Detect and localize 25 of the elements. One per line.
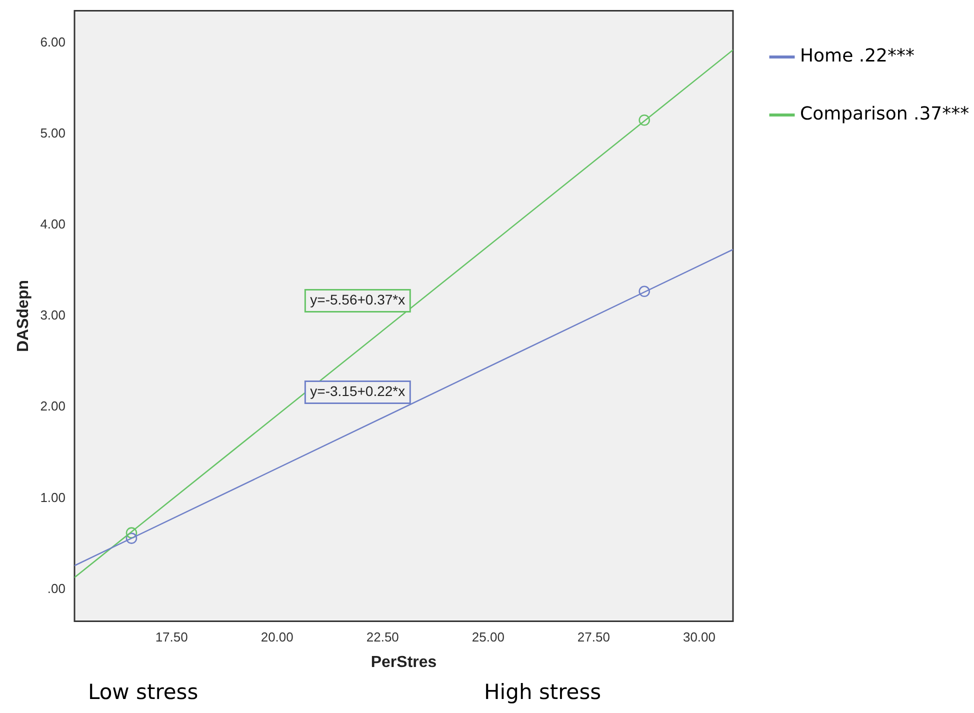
- annotation: y=-3.15+0.22*x: [310, 383, 406, 400]
- x-tick-label: 25.00: [472, 630, 504, 645]
- x-tick-label: 17.50: [155, 630, 188, 645]
- y-tick-label: 3.00: [40, 308, 66, 323]
- point: [638, 286, 650, 298]
- x-tick-label: 20.00: [260, 630, 294, 645]
- x-tick-label: 22.50: [366, 630, 399, 645]
- y-tick-label: 6.00: [40, 34, 66, 50]
- y-tick-label: 2.00: [40, 398, 66, 414]
- annotation: y=-5.56+0.37*x: [310, 292, 406, 308]
- x-tick-label: 30.00: [682, 630, 716, 645]
- text: Low stress: [88, 680, 198, 704]
- x-axis-title: PerStres: [370, 654, 437, 671]
- y-axis-title: DASdepn: [15, 280, 32, 352]
- point: [638, 114, 650, 126]
- point: [126, 527, 138, 538]
- x-tick-label: 27.50: [577, 630, 610, 645]
- y-tick-label: 1.00: [40, 490, 66, 505]
- point: [126, 532, 138, 544]
- legend-label: Home .22***: [800, 46, 915, 67]
- legend-label: Comparison .37***: [800, 104, 970, 125]
- text: High stress: [484, 680, 602, 704]
- y-tick-label: 5.00: [40, 125, 66, 140]
- y-tick-label: 4.00: [40, 216, 66, 232]
- y-tick-label: .00: [47, 580, 66, 596]
